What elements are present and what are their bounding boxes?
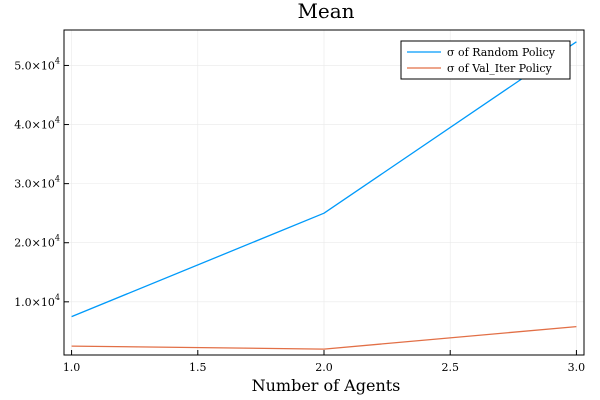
y-tick-label: 1.0×104 xyxy=(14,293,60,309)
y-tick-label: 4.0×104 xyxy=(14,116,60,132)
x-tick-label: 1.0 xyxy=(63,361,81,374)
y-tick-label: 3.0×104 xyxy=(14,175,60,191)
x-tick-label: 2.0 xyxy=(315,361,333,374)
x-axis-label: Number of Agents xyxy=(252,376,401,395)
x-axis-ticks: 1.0 1.5 2.0 2.5 3.0 xyxy=(63,350,585,374)
y-tick-mantissa: 3.0×10 xyxy=(14,178,55,191)
legend-label: σ of Random Policy xyxy=(447,46,556,59)
x-tick-label: 3.0 xyxy=(568,361,586,374)
y-tick-mantissa: 5.0×10 xyxy=(14,59,55,72)
y-tick-exponent: 4 xyxy=(55,293,60,302)
series-line-1 xyxy=(71,41,577,318)
series-lines xyxy=(71,41,577,350)
y-tick-exponent: 4 xyxy=(55,234,60,243)
y-tick-exponent: 4 xyxy=(55,175,60,184)
y-tick-mantissa: 4.0×10 xyxy=(14,119,55,132)
series-line-2 xyxy=(71,325,577,350)
y-tick-exponent: 4 xyxy=(55,116,60,125)
legend: σ of Random Policy σ of Val_Iter Policy xyxy=(400,40,571,80)
legend-box xyxy=(400,40,571,80)
x-tick-label: 1.5 xyxy=(189,361,207,374)
y-tick-mantissa: 1.0×10 xyxy=(14,296,55,309)
legend-label: σ of Val_Iter Policy xyxy=(447,62,553,75)
y-tick-label: 2.0×104 xyxy=(14,234,60,250)
y-tick-label: 5.0×104 xyxy=(14,56,60,72)
y-tick-exponent: 4 xyxy=(55,56,60,65)
y-tick-mantissa: 2.0×10 xyxy=(14,237,55,250)
chart-title: Mean xyxy=(297,0,354,23)
x-tick-label: 2.5 xyxy=(441,361,459,374)
